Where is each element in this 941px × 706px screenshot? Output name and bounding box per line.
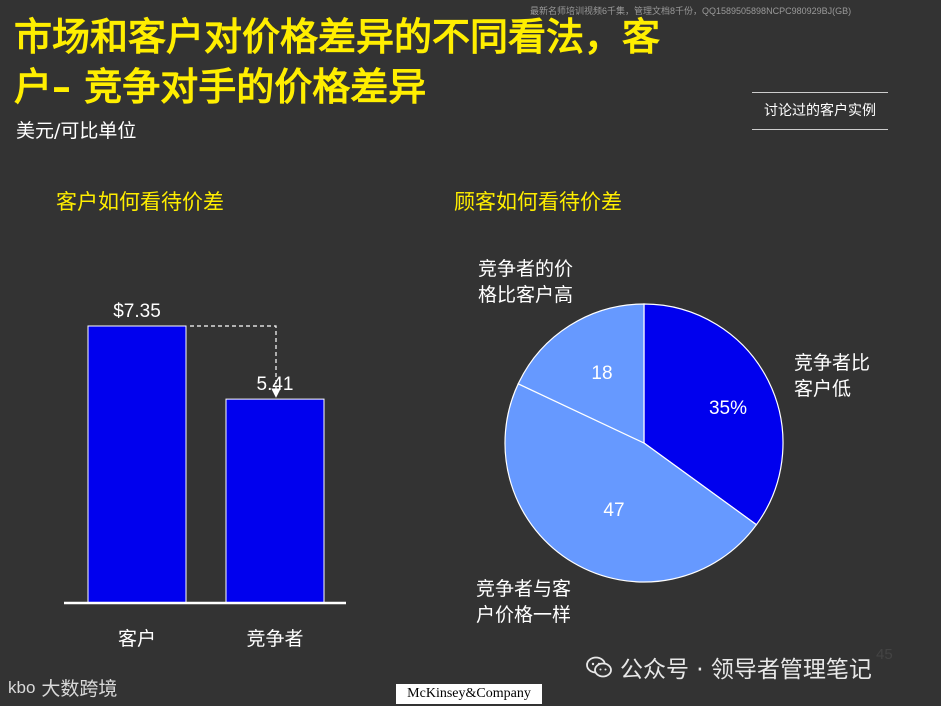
pie-label-lower: 竞争者比 客户低 — [794, 352, 871, 400]
bar-category-label-0: 客户 — [118, 628, 156, 650]
pie-label-higher: 竞争者的价 格比客户高 — [478, 258, 574, 306]
wechat-text: 公众号 · 领导者管理笔记 — [620, 657, 872, 683]
pie-slice-1 — [504, 383, 758, 583]
brand-text: 大数跨境 — [41, 678, 118, 700]
wechat-icon — [586, 656, 612, 678]
title-line-1: 市场和客户对价格差异的不同看法，客 — [14, 15, 661, 59]
title-line-2: 户– 竞争对手的价格差异 — [14, 65, 427, 109]
bar-chart-title: 客户如何看待价差 — [56, 190, 224, 214]
pie-label-same: 竞争者与客 户价格一样 — [476, 578, 572, 626]
pie-chart-title: 顾客如何看待价差 — [454, 190, 622, 214]
pie-value-label-1: 47 — [603, 500, 624, 521]
mckinsey-logo: McKinsey&Company — [396, 684, 542, 704]
bar-category-label-1: 竞争者 — [246, 628, 303, 650]
unit-label: 美元/可比单位 — [16, 120, 137, 142]
bar-0 — [87, 325, 187, 604]
page-number: 45 — [876, 646, 893, 663]
page-title: 市场和客户对价格差异的不同看法，客 户– 竞争对手的价格差异 — [14, 12, 774, 112]
bar-1 — [225, 398, 325, 604]
difference-arrow — [190, 325, 281, 398]
wechat-watermark: 公众号 · 领导者管理笔记 — [586, 650, 872, 684]
pie-value-label-0: 35% — [709, 398, 747, 419]
brand-logo: kbo 大数跨境 — [8, 674, 117, 701]
pie-slice-2 — [517, 303, 645, 444]
pie-slice-0 — [643, 303, 784, 526]
bar-value-label-1: 5.41 — [257, 374, 294, 395]
pie-value-label-2: 18 — [591, 363, 612, 384]
watermark-text: 最新名师培训视频6千集，管理文档8千份，QQ1589505898NCPC9809… — [530, 6, 852, 16]
brand-mark: kbo — [8, 677, 36, 697]
case-tag: 讨论过的客户实例 — [752, 92, 888, 130]
bar-value-label-0: $7.35 — [113, 301, 161, 322]
